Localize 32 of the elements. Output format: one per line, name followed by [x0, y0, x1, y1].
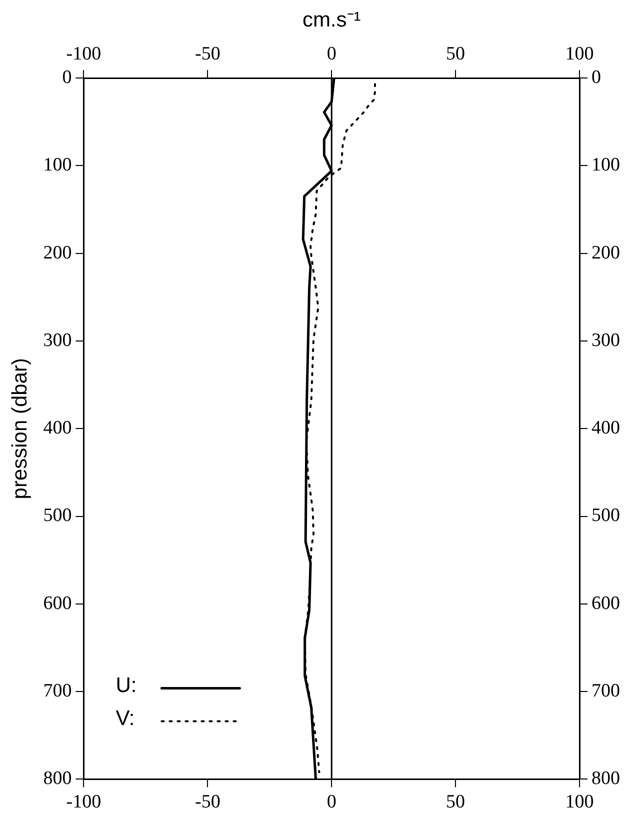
x2-tick-label: 50 [446, 44, 466, 65]
y2-tick-label: 300 [592, 330, 620, 351]
x2-tick-label: 0 [326, 44, 336, 65]
y2-tick-label: 200 [592, 242, 620, 264]
y2-tick-label: 600 [592, 592, 620, 614]
y-tick-label: 200 [43, 242, 72, 264]
x2-tick-label: -100 [66, 44, 102, 65]
y-tick-label: 500 [43, 505, 72, 526]
y-tick-label: 400 [43, 418, 72, 439]
y2-tick-label: 0 [592, 66, 601, 88]
legend-label: V: [116, 706, 135, 730]
y2-tick-label: 400 [592, 418, 620, 439]
y2-tick-label: 800 [592, 768, 620, 790]
x-tick-label: -50 [194, 792, 220, 813]
y2-tick-label: 100 [592, 154, 620, 176]
x2-tick-label: -50 [194, 44, 220, 65]
x-tick-label: 100 [565, 792, 594, 813]
y-tick-label: 100 [43, 154, 72, 176]
y-tick-label: 700 [43, 680, 72, 702]
y2-tick-label: 700 [592, 680, 620, 702]
x-tick-label: 50 [446, 792, 466, 813]
x-tick-label: 0 [326, 792, 336, 813]
y-tick-label: 300 [43, 330, 72, 351]
y-tick-label: 600 [43, 592, 72, 614]
x-tick-label: -100 [66, 792, 102, 813]
y-axis-title: pression (dbar) [8, 358, 32, 500]
y-tick-label: 800 [43, 768, 72, 790]
x2-tick-label: 100 [565, 44, 594, 65]
y2-tick-label: 500 [592, 505, 620, 526]
x2-axis-title: cm.s⁻¹ [302, 8, 361, 32]
y-tick-label: 0 [62, 66, 72, 88]
legend-label: U: [116, 674, 137, 697]
